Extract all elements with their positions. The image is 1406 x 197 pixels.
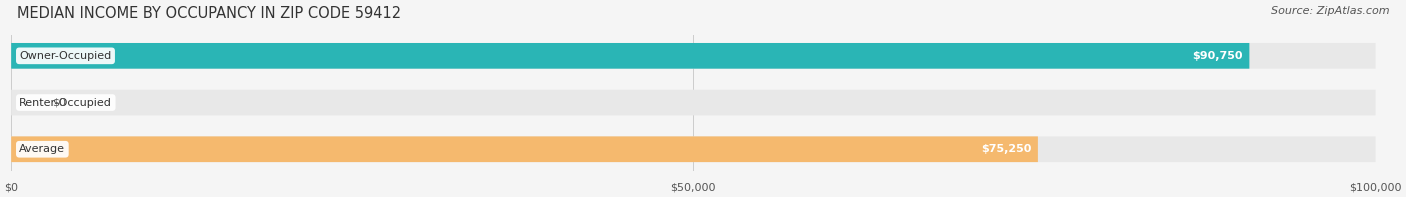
FancyBboxPatch shape <box>11 43 1250 69</box>
Text: $0: $0 <box>52 98 66 108</box>
Text: Source: ZipAtlas.com: Source: ZipAtlas.com <box>1271 6 1389 16</box>
Text: Average: Average <box>20 144 65 154</box>
FancyBboxPatch shape <box>11 136 1375 162</box>
Text: Owner-Occupied: Owner-Occupied <box>20 51 111 61</box>
FancyBboxPatch shape <box>11 43 1375 69</box>
Text: $90,750: $90,750 <box>1192 51 1243 61</box>
FancyBboxPatch shape <box>11 90 1375 115</box>
Text: $75,250: $75,250 <box>981 144 1031 154</box>
Text: MEDIAN INCOME BY OCCUPANCY IN ZIP CODE 59412: MEDIAN INCOME BY OCCUPANCY IN ZIP CODE 5… <box>17 6 401 21</box>
FancyBboxPatch shape <box>11 136 1038 162</box>
Text: Renter-Occupied: Renter-Occupied <box>20 98 112 108</box>
